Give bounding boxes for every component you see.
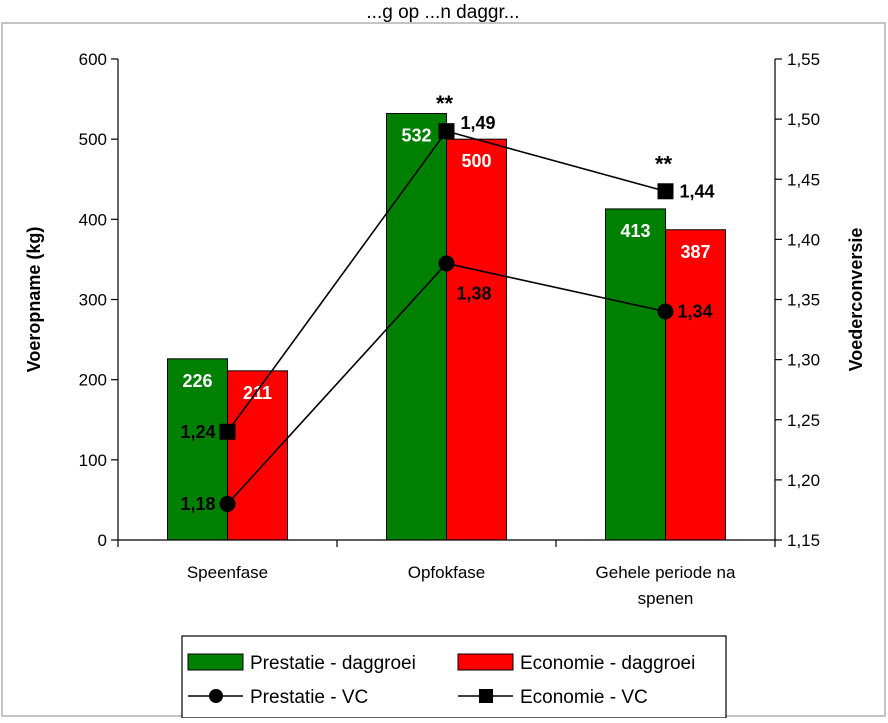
- y-tick-label: 300: [79, 291, 107, 310]
- legend-marker: [209, 689, 223, 703]
- point-prestatie-vc-0: [219, 495, 236, 512]
- bar-value-label: 226: [182, 371, 212, 391]
- vc-label-economie: 1,44: [680, 181, 715, 201]
- point-economie-vc-0: [219, 423, 236, 440]
- legend-label: Economie - daggroei: [520, 653, 695, 674]
- chart-title: ...g op ...n daggr...: [366, 2, 519, 23]
- x-tick-label: Gehele periode na: [596, 563, 736, 582]
- y-tick-label: 500: [79, 130, 107, 149]
- legend-label: Prestatie - VC: [250, 687, 368, 708]
- legend-marker: [479, 689, 493, 703]
- bar-value-label: 413: [620, 221, 650, 241]
- y-tick-label: 100: [79, 451, 107, 470]
- y2-tick-label: 1,45: [787, 170, 820, 189]
- y2-tick-label: 1,35: [787, 291, 820, 310]
- point-economie-vc-1: [438, 123, 455, 140]
- y-axis-title: Voeropname (kg): [24, 227, 44, 373]
- bar-value-label: 387: [680, 242, 710, 262]
- bar-value-label: 500: [461, 151, 491, 171]
- vc-label-economie: 1,49: [461, 113, 496, 133]
- bar-economie-1: [446, 138, 507, 541]
- bar-prestatie-0: [167, 358, 228, 541]
- vc-label-prestatie: 1,34: [678, 302, 713, 322]
- y2-tick-label: 1,15: [787, 531, 820, 550]
- y2-tick-label: 1,30: [787, 351, 820, 370]
- vc-label-prestatie: 1,38: [457, 283, 492, 303]
- significance-marker: **: [655, 151, 673, 176]
- y-tick-label: 0: [98, 531, 107, 550]
- bar-prestatie-2: [605, 208, 666, 541]
- y-tick-label: 200: [79, 371, 107, 390]
- bar-prestatie-1: [386, 113, 447, 541]
- point-prestatie-vc-2: [657, 303, 674, 320]
- y2-tick-label: 1,20: [787, 471, 820, 490]
- y2-tick-label: 1,40: [787, 230, 820, 249]
- x-tick-label: spenen: [638, 589, 694, 608]
- vc-label-prestatie: 1,18: [180, 494, 215, 514]
- bar-economie-2: [665, 229, 726, 541]
- plot-area: 226 532 413 211 500 387 0 100 200 300 400 500 600 1,1…: [24, 50, 866, 608]
- significance-marker: **: [436, 91, 454, 116]
- y2-axis-title: Voederconversie: [846, 228, 866, 372]
- x-tick-label: Opfokfase: [408, 563, 486, 582]
- bar-economie-0: [227, 370, 288, 541]
- bar-value-label: 532: [401, 126, 431, 146]
- legend-label: Prestatie - daggroei: [250, 653, 416, 674]
- legend: Prestatie - daggroei Economie - daggroei P…: [181, 635, 727, 719]
- y2-tick-label: 1,50: [787, 110, 820, 129]
- vc-label-economie: 1,24: [180, 422, 215, 442]
- y2-tick-label: 1,55: [787, 50, 820, 69]
- y-tick-label: 400: [79, 210, 107, 229]
- y2-tick-label: 1,25: [787, 411, 820, 430]
- legend-swatch: [457, 653, 514, 671]
- legend-swatch: [187, 653, 244, 671]
- legend-box: [181, 635, 727, 719]
- y-tick-label: 600: [79, 50, 107, 69]
- point-prestatie-vc-1: [438, 255, 455, 272]
- x-tick-label: Speenfase: [187, 563, 268, 582]
- point-economie-vc-2: [657, 183, 674, 200]
- legend-label: Economie - VC: [520, 687, 648, 708]
- bar-value-label: 211: [243, 383, 272, 403]
